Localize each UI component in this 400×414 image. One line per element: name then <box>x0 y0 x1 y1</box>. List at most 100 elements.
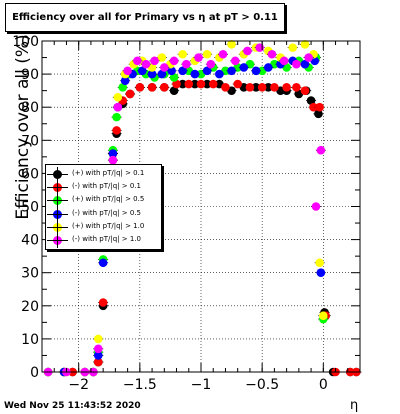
legend-label: (+) with pT/|q| > 0.5 <box>72 195 145 203</box>
data-point <box>147 69 157 79</box>
data-point <box>182 59 191 69</box>
legend-marker <box>47 167 68 182</box>
data-point <box>243 46 252 56</box>
legend-entry: (-) with pT/|q| > 0.5 <box>46 207 161 222</box>
legend-label: (-) with pT/|q| > 1.0 <box>72 235 141 243</box>
data-point <box>292 59 301 69</box>
data-point <box>194 53 203 62</box>
x-axis-label: η <box>350 398 359 413</box>
data-point <box>267 49 277 59</box>
data-point <box>221 83 230 92</box>
data-point <box>257 83 267 92</box>
data-point <box>178 79 187 89</box>
legend-marker <box>47 193 68 208</box>
legend-entry: (+) with pT/|q| > 0.1 <box>46 167 161 182</box>
data-point <box>169 86 179 95</box>
timestamp: Wed Nov 25 11:43:52 2020 <box>4 401 141 411</box>
y-tick-label: 60 <box>21 166 39 182</box>
data-point <box>300 40 310 49</box>
data-point <box>178 66 187 76</box>
data-point <box>196 79 206 89</box>
legend-entry: (-) with pT/|q| > 0.1 <box>46 180 161 195</box>
legend-entry: (+) with pT/|q| > 1.0 <box>46 220 161 235</box>
data-point <box>300 59 310 69</box>
data-point <box>93 351 103 360</box>
data-point <box>245 83 255 92</box>
legend: (+) with pT/|q| > 0.1 (-) with pT/|q| > … <box>45 164 162 250</box>
y-tick-label: 80 <box>21 100 39 116</box>
data-point <box>112 112 121 122</box>
data-point <box>304 53 313 62</box>
data-point <box>113 102 123 112</box>
data-point <box>93 357 103 367</box>
y-tick-label: 40 <box>21 233 39 249</box>
data-point <box>169 56 179 66</box>
plot-frame <box>41 40 361 373</box>
data-point <box>288 43 298 52</box>
data-point <box>208 79 218 89</box>
data-point <box>315 258 324 268</box>
data-point <box>98 258 108 268</box>
data-point <box>215 69 224 79</box>
data-point <box>309 102 318 112</box>
legend-label: (+) with pT/|q| > 0.1 <box>72 169 145 177</box>
data-point <box>169 73 179 82</box>
data-point <box>133 56 142 66</box>
data-point <box>230 56 240 66</box>
data-point <box>93 334 103 344</box>
data-point <box>316 268 326 278</box>
data-point <box>157 69 167 79</box>
legend-label: (-) with pT/|q| > 0.1 <box>72 182 141 190</box>
chart-title-text: Efficiency over all for Primary vs η at … <box>12 12 278 23</box>
legend-entry: (-) with pT/|q| > 1.0 <box>46 233 161 248</box>
y-tick-label: 100 <box>12 34 39 50</box>
data-point <box>160 83 169 92</box>
data-point <box>113 92 123 102</box>
data-point <box>227 40 236 49</box>
data-point <box>123 66 132 76</box>
data-point <box>120 76 130 86</box>
data-point <box>306 96 316 105</box>
data-point <box>311 202 321 211</box>
data-point <box>135 83 145 92</box>
x-tick-label: −2 <box>68 377 89 393</box>
data-point <box>167 66 176 76</box>
data-point <box>157 53 167 62</box>
legend-marker <box>47 207 68 222</box>
data-point <box>292 83 301 92</box>
data-point <box>190 79 200 89</box>
data-point <box>160 63 169 72</box>
data-point <box>137 66 147 76</box>
data-point <box>319 311 328 321</box>
data-point <box>184 79 194 89</box>
data-point <box>93 344 103 354</box>
data-point <box>279 56 289 66</box>
y-tick-label: 20 <box>21 299 39 315</box>
y-tick-label: 30 <box>21 266 39 282</box>
data-point <box>227 66 236 76</box>
legend-entry: (+) with pT/|q| > 0.5 <box>46 193 161 208</box>
x-tick-label: 0 <box>319 377 328 393</box>
data-point <box>218 49 228 59</box>
y-tick-label: 90 <box>21 67 39 83</box>
y-tick-label: 0 <box>30 365 39 381</box>
x-tick-label: −0.5 <box>245 377 279 393</box>
data-point <box>112 126 121 135</box>
data-point <box>263 63 273 72</box>
data-point <box>202 66 212 76</box>
x-tick-label: −1 <box>191 377 212 393</box>
data-point <box>172 79 181 89</box>
data-point <box>270 83 279 92</box>
data-point <box>282 83 291 92</box>
data-point <box>202 79 212 89</box>
legend-marker <box>47 180 68 195</box>
data-point <box>255 43 265 52</box>
y-axis-label: Efficiency over all (%) <box>13 34 33 220</box>
data-point <box>108 149 118 158</box>
data-point <box>147 83 157 92</box>
data-point <box>190 69 200 79</box>
data-point <box>314 109 323 119</box>
data-point <box>233 79 242 89</box>
data-point <box>316 145 326 155</box>
data-point <box>202 49 212 59</box>
